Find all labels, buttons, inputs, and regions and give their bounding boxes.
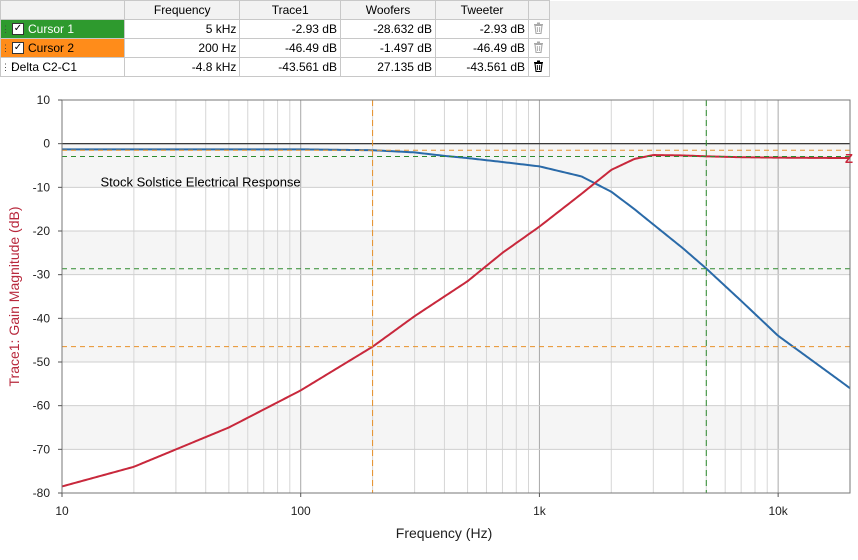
header-name-col	[0, 0, 126, 20]
cursor-woofers: -1.497 dB	[340, 38, 436, 58]
header-frequency[interactable]: Frequency	[124, 0, 241, 20]
trash-icon[interactable]	[528, 57, 550, 77]
y-tick-label: -30	[33, 268, 51, 282]
cursor-name: Delta C2-C1	[11, 60, 78, 74]
cursor-frequency: 200 Hz	[124, 38, 241, 58]
visibility-checkbox[interactable]: ✓	[12, 23, 24, 35]
y-tick-label: -70	[33, 442, 51, 456]
series-group	[62, 148, 850, 488]
cursor-frequency: 5 kHz	[124, 19, 241, 39]
x-tick-label: 10k	[768, 504, 788, 518]
drag-handle-icon[interactable]: ⋮⋮	[1, 43, 18, 53]
plot-band	[62, 143, 850, 188]
chart-title: Stock Solstice Electrical Response	[101, 174, 301, 189]
y-tick-label: 0	[43, 137, 50, 151]
y-tick-label: -50	[33, 355, 51, 369]
plot-band	[62, 231, 850, 275]
header-filler	[549, 0, 858, 20]
cursor-name-cell[interactable]: ⋮⋮ ✓ Cursor 2	[0, 38, 126, 58]
cursor-row-cursor-2[interactable]: ⋮⋮ ✓ Cursor 2 200 Hz -46.49 dB -1.497 dB -46.4…	[0, 38, 858, 58]
header-woofers[interactable]: Woofers	[340, 0, 436, 20]
x-tick-label: 10	[55, 504, 69, 518]
y-axis-title: Trace1: Gain Magnitude (dB)	[6, 206, 22, 386]
y-tick-label: -40	[33, 311, 51, 325]
cursor-table: Frequency Trace1 Woofers Tweeter ⋮⋮ ✓ Curs…	[0, 0, 858, 77]
y-tick-label: -10	[33, 180, 51, 194]
cursor-name: Cursor 2	[28, 41, 75, 55]
trash-icon[interactable]	[528, 38, 550, 58]
x-tick-label: 100	[291, 504, 311, 518]
cursor-frequency: -4.8 kHz	[124, 57, 241, 77]
cursor-tweeter: -43.561 dB	[434, 57, 530, 77]
trace-end-marker: Z	[845, 151, 853, 166]
header-trace1[interactable]: Trace1	[239, 0, 341, 20]
cursor-table-header: Frequency Trace1 Woofers Tweeter	[0, 0, 858, 20]
series-line-1	[62, 154, 850, 488]
cursor-trace1: -2.93 dB	[239, 19, 341, 39]
drag-handle-icon[interactable]: ⋮⋮	[1, 24, 18, 34]
cursor-name-cell[interactable]: ⋮⋮ ✓ Cursor 1	[0, 19, 126, 39]
cursor-tweeter: -2.93 dB	[434, 19, 530, 39]
plot-band	[62, 318, 850, 362]
cursor-trace1: -43.561 dB	[239, 57, 341, 77]
plot-band	[62, 405, 850, 450]
plot-area-border	[61, 99, 851, 494]
cursor-tweeter: -46.49 dB	[434, 38, 530, 58]
y-tick-label: -60	[33, 399, 51, 413]
y-tick-label: -20	[33, 224, 51, 238]
series-line-0	[62, 148, 850, 390]
x-axis-title: Frequency (Hz)	[396, 525, 492, 541]
cursor-woofers: -28.632 dB	[340, 19, 436, 39]
cursor-name-cell[interactable]: ⋮⋮ Delta C2-C1	[0, 57, 126, 77]
header-tweeter[interactable]: Tweeter	[434, 0, 530, 20]
y-tick-label: -80	[33, 486, 51, 500]
cursor-woofers: 27.135 dB	[340, 57, 436, 77]
header-icon-col	[528, 0, 550, 20]
cursor-name: Cursor 1	[28, 22, 75, 36]
drag-handle-icon[interactable]: ⋮⋮	[1, 62, 18, 72]
x-tick-label: 1k	[533, 504, 547, 518]
y-tick-label: 10	[37, 93, 51, 107]
visibility-checkbox[interactable]: ✓	[12, 42, 24, 54]
trash-icon[interactable]	[528, 19, 550, 39]
cursor-row-delta-c2-c1[interactable]: ⋮⋮ Delta C2-C1 -4.8 kHz -43.561 dB 27.135 dB…	[0, 57, 858, 77]
cursor-trace1: -46.49 dB	[239, 38, 341, 58]
